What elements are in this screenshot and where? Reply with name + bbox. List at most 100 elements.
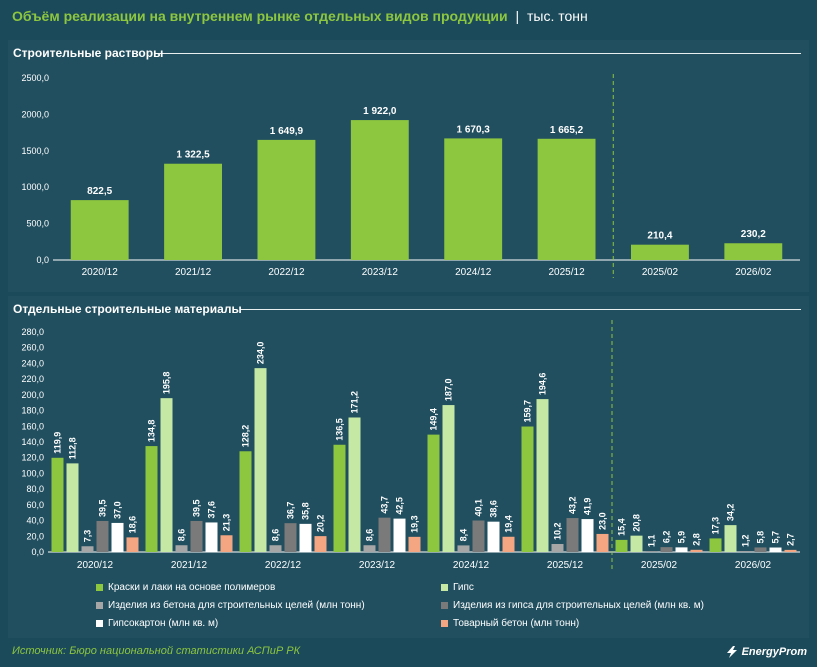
- data-label: 42,5: [395, 497, 405, 515]
- data-label: 43,7: [380, 496, 390, 514]
- y-tick-label: 60,0: [26, 500, 44, 510]
- chart-title-materials: Отдельные строительные материалы: [13, 302, 242, 316]
- legend-item: Краски и лаки на основе полимеров: [96, 582, 275, 593]
- legend-label: Гипсокартон (млн кв. м): [108, 618, 219, 629]
- data-label: 43,2: [568, 497, 578, 515]
- chart-panel-mortars: Строительные растворы 0,0 500,0 1000,0 1500…: [8, 40, 809, 292]
- bar: [239, 451, 252, 552]
- data-label: 39,5: [98, 499, 108, 517]
- x-tick-label: 2020/12: [82, 267, 119, 278]
- chart-title-mortars: Строительные растворы: [13, 46, 164, 60]
- legend-label: Изделия из гипса для строительных целей …: [453, 600, 704, 611]
- y-tick-label: 260,0: [21, 343, 44, 353]
- y-tick-label: 100,0: [21, 468, 44, 478]
- brand-name: EnergyProm: [741, 646, 807, 658]
- title-rule: [240, 309, 801, 310]
- data-label: 171,2: [350, 391, 360, 414]
- chart-mortars: 0,0 500,0 1000,0 1500,0 2000,0 2500,0 822,5 202…: [21, 73, 800, 278]
- title-rule: [158, 53, 801, 54]
- y-tick-label: 500,0: [26, 219, 49, 229]
- data-label: 194,6: [538, 373, 548, 396]
- y-tick-label: 2000,0: [21, 109, 49, 119]
- data-label: 18,6: [128, 516, 138, 534]
- bar: [754, 547, 767, 552]
- bar: [408, 536, 421, 552]
- legend-swatch: [96, 602, 103, 609]
- x-tick-label: 2025/02: [642, 267, 679, 278]
- y-tick-label: 1000,0: [21, 182, 49, 192]
- bar: [254, 368, 267, 552]
- data-label: 159,7: [523, 400, 533, 423]
- data-label: 38,6: [489, 500, 499, 518]
- bar: [269, 545, 282, 552]
- data-label: 136,5: [335, 418, 345, 441]
- bar: [769, 547, 782, 552]
- bar: [427, 434, 440, 552]
- bar: [487, 521, 500, 552]
- legend-item: Товарный бетон (млн тонн): [441, 618, 579, 629]
- y-tick-label: 220,0: [21, 374, 44, 384]
- bar: [444, 138, 503, 260]
- x-tick-label: 2023/12: [362, 267, 399, 278]
- data-label: 6,2: [662, 531, 672, 544]
- bar: [457, 545, 470, 552]
- data-label: 8,6: [365, 529, 375, 542]
- x-tick-label: 2025/02: [641, 560, 678, 571]
- legend-item: Гипс: [441, 582, 474, 593]
- bar: [51, 457, 64, 552]
- y-tick-label: 200,0: [21, 390, 44, 400]
- title-separator: |: [515, 8, 520, 24]
- data-label: 10,2: [553, 522, 563, 540]
- bar: [724, 243, 783, 260]
- chart-materials: 0,0 20,0 40,0 60,0 80,0 100,0 120,0 140,0 160,0 1…: [21, 320, 800, 572]
- bar: [536, 399, 549, 552]
- source-note: Источник: Бюро национальной статистики А…: [12, 645, 301, 657]
- bar: [314, 536, 327, 552]
- bar: [630, 535, 643, 552]
- y-tick-label: 160,0: [21, 421, 44, 431]
- y-tick-label: 1500,0: [21, 146, 49, 156]
- data-label: 23,0: [598, 512, 608, 530]
- data-label: 1,1: [647, 535, 657, 548]
- y-tick-label: 40,0: [26, 516, 44, 526]
- data-label: 17,3: [711, 517, 721, 535]
- legend-label: Товарный бетон (млн тонн): [453, 618, 580, 629]
- bar: [126, 537, 139, 552]
- x-tick-label: 2026/02: [735, 267, 772, 278]
- data-label: 210,4: [647, 231, 672, 242]
- bar: [566, 518, 579, 552]
- data-label: 37,0: [113, 501, 123, 519]
- footer: Источник: Бюро национальной статистики А…: [0, 641, 817, 667]
- data-label: 19,4: [504, 515, 514, 533]
- data-label: 234,0: [256, 342, 266, 365]
- bar: [596, 533, 609, 552]
- y-tick-label: 20,0: [26, 531, 44, 541]
- bar: [784, 549, 797, 552]
- bar: [257, 139, 316, 260]
- bar: [160, 398, 173, 552]
- legend-item: Гипсокартон (млн кв. м): [96, 618, 218, 629]
- legend-label: Гипс: [453, 582, 474, 593]
- lightning-icon: [726, 646, 737, 658]
- bar: [690, 549, 703, 552]
- data-label: 128,2: [241, 425, 251, 448]
- x-tick-label: 2021/12: [171, 560, 208, 571]
- y-tick-label: 2500,0: [21, 73, 49, 83]
- bar: [551, 543, 564, 552]
- y-tick-label: 240,0: [21, 358, 44, 368]
- bar: [348, 417, 361, 552]
- data-label: 134,8: [147, 420, 157, 443]
- data-label: 195,8: [162, 372, 172, 395]
- bar: [111, 522, 124, 552]
- data-label: 21,3: [222, 514, 232, 532]
- data-label: 7,3: [83, 530, 93, 543]
- bar: [284, 523, 297, 552]
- bar: [630, 244, 689, 260]
- x-tick-label: 2026/02: [735, 560, 772, 571]
- legend-swatch: [441, 602, 448, 609]
- x-tick-label: 2023/12: [359, 560, 396, 571]
- data-label: 149,4: [429, 408, 439, 431]
- data-label: 1 670,3: [457, 124, 491, 135]
- data-label: 2,8: [692, 533, 702, 546]
- x-tick-label: 2024/12: [455, 267, 492, 278]
